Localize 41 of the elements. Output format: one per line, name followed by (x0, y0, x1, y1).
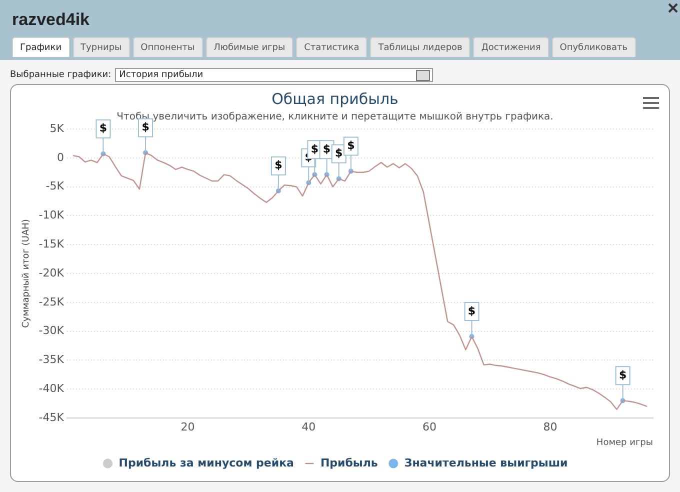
data-label: $ (618, 368, 627, 382)
text: История прибыли (119, 70, 204, 80)
text: Оппоненты (132, 37, 203, 57)
chart-title: Общая прибыль (272, 90, 398, 108)
y-tick-label: 0 (56, 150, 64, 164)
y-tick-label: -5K (46, 180, 65, 193)
data-label: $ (310, 142, 319, 156)
y-axis-title: Суммарный итог (UAH) (22, 219, 32, 328)
x-tick-label: 20 (180, 420, 195, 434)
data-label: $ (99, 122, 108, 135)
y-tick-label: -45K (38, 410, 65, 424)
data-label: $ (142, 120, 150, 134)
text: Турниры (72, 37, 130, 57)
x-axis-title: Номер игры (596, 438, 653, 448)
data-label: $ (322, 142, 331, 156)
text: razved4ik (12, 10, 90, 30)
text: Графики (12, 37, 70, 57)
y-tick-label: -40K (38, 382, 65, 395)
legend-label: Прибыль (320, 456, 378, 470)
text: Опубликовать (552, 37, 636, 57)
data-label: $ (335, 146, 343, 160)
data-label: $ (347, 139, 355, 152)
legend-label: Прибыль за минусом рейка (118, 456, 294, 470)
text: Таблицы лидеров (370, 37, 470, 57)
x-tick-label: 80 (543, 420, 558, 434)
text: Статистика (296, 37, 368, 57)
x-tick-label: 60 (422, 420, 436, 434)
y-tick-label: -35K (38, 353, 65, 366)
text: Достижения (473, 37, 549, 57)
y-tick-label: -15K (38, 237, 65, 250)
y-tick-label: -20K (38, 266, 65, 280)
legend-label: Значительные выигрыши (404, 456, 568, 470)
y-tick-label: 5K (50, 122, 65, 135)
text: Любимые игры (206, 37, 294, 57)
y-tick-label: -30K (38, 324, 65, 338)
data-label: $ (274, 158, 282, 172)
data-label: $ (468, 304, 476, 318)
x-tick-label: 40 (302, 420, 316, 434)
text: Выбранные графики: (10, 70, 112, 80)
y-tick-label: -25K (38, 295, 65, 308)
y-tick-label: -10K (38, 208, 65, 222)
